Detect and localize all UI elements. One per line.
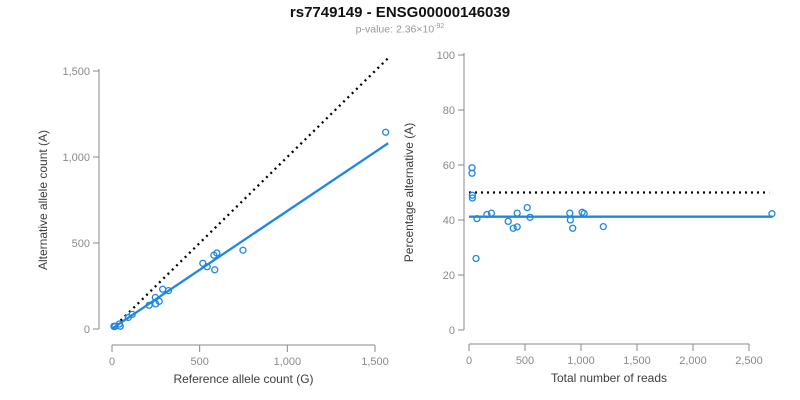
x-tick-label: 2,500 xyxy=(735,355,763,367)
data-point xyxy=(151,293,159,302)
y-tick-label: 0 xyxy=(84,324,90,336)
x-tick-label: 500 xyxy=(516,355,534,367)
x-tick-label: 1,500 xyxy=(623,355,651,367)
data-point xyxy=(523,203,531,212)
identity-line xyxy=(111,56,390,330)
data-point xyxy=(199,259,207,267)
x-tick-label: 0 xyxy=(466,355,472,367)
data-point xyxy=(155,297,163,305)
figure-title: rs7749149 - ENSG00000146039 xyxy=(289,4,511,21)
x-tick-label: 1,000 xyxy=(274,356,302,368)
data-point xyxy=(203,263,211,271)
figure-header: rs7749149 - ENSG00000146039 p-value: 2.3… xyxy=(0,4,800,36)
data-point xyxy=(468,169,476,177)
y-tick-label: 500 xyxy=(72,238,90,250)
p-value-exponent: -92 xyxy=(434,23,445,30)
data-point xyxy=(468,194,477,202)
data-point xyxy=(213,249,221,257)
data-point xyxy=(504,217,512,226)
data-point xyxy=(145,301,153,309)
p-value-text: p-value: 2.36×10 xyxy=(355,23,435,36)
data-point xyxy=(115,320,124,328)
x-tick-label: 0 xyxy=(109,356,115,368)
data-point xyxy=(526,213,534,221)
x-axis-title: Reference allele count (G) xyxy=(173,372,313,386)
right-scatter-plot: 0 20 40 60 80 100 0 500 1,000 1,500 2,000 2,500 Tota… xyxy=(402,50,776,385)
x-tick-label: 500 xyxy=(190,356,208,368)
y-tick-label: 60 xyxy=(443,160,455,172)
data-point xyxy=(159,285,167,293)
p-value-subtitle: p-value: 2.36×10-92 xyxy=(0,23,800,36)
x-tick-label: 1,000 xyxy=(567,355,595,367)
data-point xyxy=(513,223,521,231)
y-tick-label: 0 xyxy=(449,325,455,337)
data-point xyxy=(483,210,491,219)
data-point xyxy=(768,210,776,218)
y-axis-title: Alternative allele count (A) xyxy=(36,130,50,270)
y-tick-label: 1,000 xyxy=(62,152,90,164)
data-point xyxy=(599,222,607,231)
data-point xyxy=(509,224,517,232)
y-tick-label: 40 xyxy=(443,215,455,227)
data-point xyxy=(513,209,521,217)
data-point xyxy=(382,128,390,136)
data-point xyxy=(566,209,574,217)
y-tick-label: 80 xyxy=(443,105,455,117)
data-point xyxy=(569,224,577,232)
x-axis-title: Total number of reads xyxy=(551,371,667,385)
data-point xyxy=(164,286,173,295)
data-point xyxy=(580,209,588,218)
left-scatter-plot: 0 500 1,000 1,500 0 500 1,000 1,500 Reference al… xyxy=(36,56,390,386)
x-tick-label: 1,500 xyxy=(361,356,389,368)
data-point xyxy=(468,191,477,199)
data-point xyxy=(487,209,496,217)
y-tick-label: 20 xyxy=(443,270,455,282)
y-tick-label: 100 xyxy=(437,50,455,62)
y-axis-title: Percentage alternative (A) xyxy=(402,123,416,262)
data-point xyxy=(472,254,480,263)
data-point xyxy=(566,216,575,224)
x-tick-label: 2,000 xyxy=(679,355,707,367)
data-point xyxy=(211,266,219,274)
regression-line xyxy=(111,142,389,330)
data-point xyxy=(239,246,247,254)
data-point xyxy=(128,310,136,319)
data-point xyxy=(473,214,481,223)
y-tick-label: 1,500 xyxy=(62,66,90,78)
